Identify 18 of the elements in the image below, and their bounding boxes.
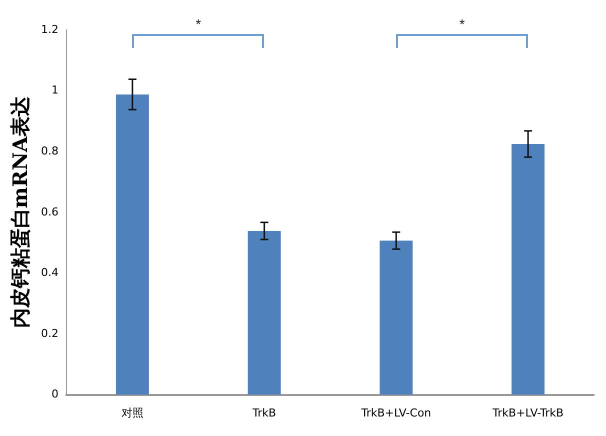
bar	[248, 230, 281, 395]
y-tick-label: 0	[51, 388, 58, 401]
y-tick-label: 1.2	[40, 22, 58, 36]
bar	[380, 240, 413, 395]
x-tick-label: TrkB+LV-Con	[360, 406, 432, 420]
x-tick-label: 对照	[121, 406, 144, 420]
y-tick-label: 0.2	[40, 326, 58, 340]
y-axis-title: 内皮钙粘蛋白mRNA表达	[8, 96, 32, 328]
x-tick-label: TrkB+LV-TrkB	[492, 406, 564, 420]
x-tick-label: TrkB	[252, 406, 276, 420]
y-tick-label: 1	[51, 84, 58, 97]
y-tick-label: 0.4	[40, 266, 58, 280]
bar	[512, 144, 545, 395]
annotation: *	[458, 16, 466, 32]
y-tick-label: 0.6	[40, 205, 58, 218]
annotation: *	[194, 16, 202, 32]
y-tick-label: 0.8	[40, 144, 58, 158]
bar	[116, 94, 149, 395]
